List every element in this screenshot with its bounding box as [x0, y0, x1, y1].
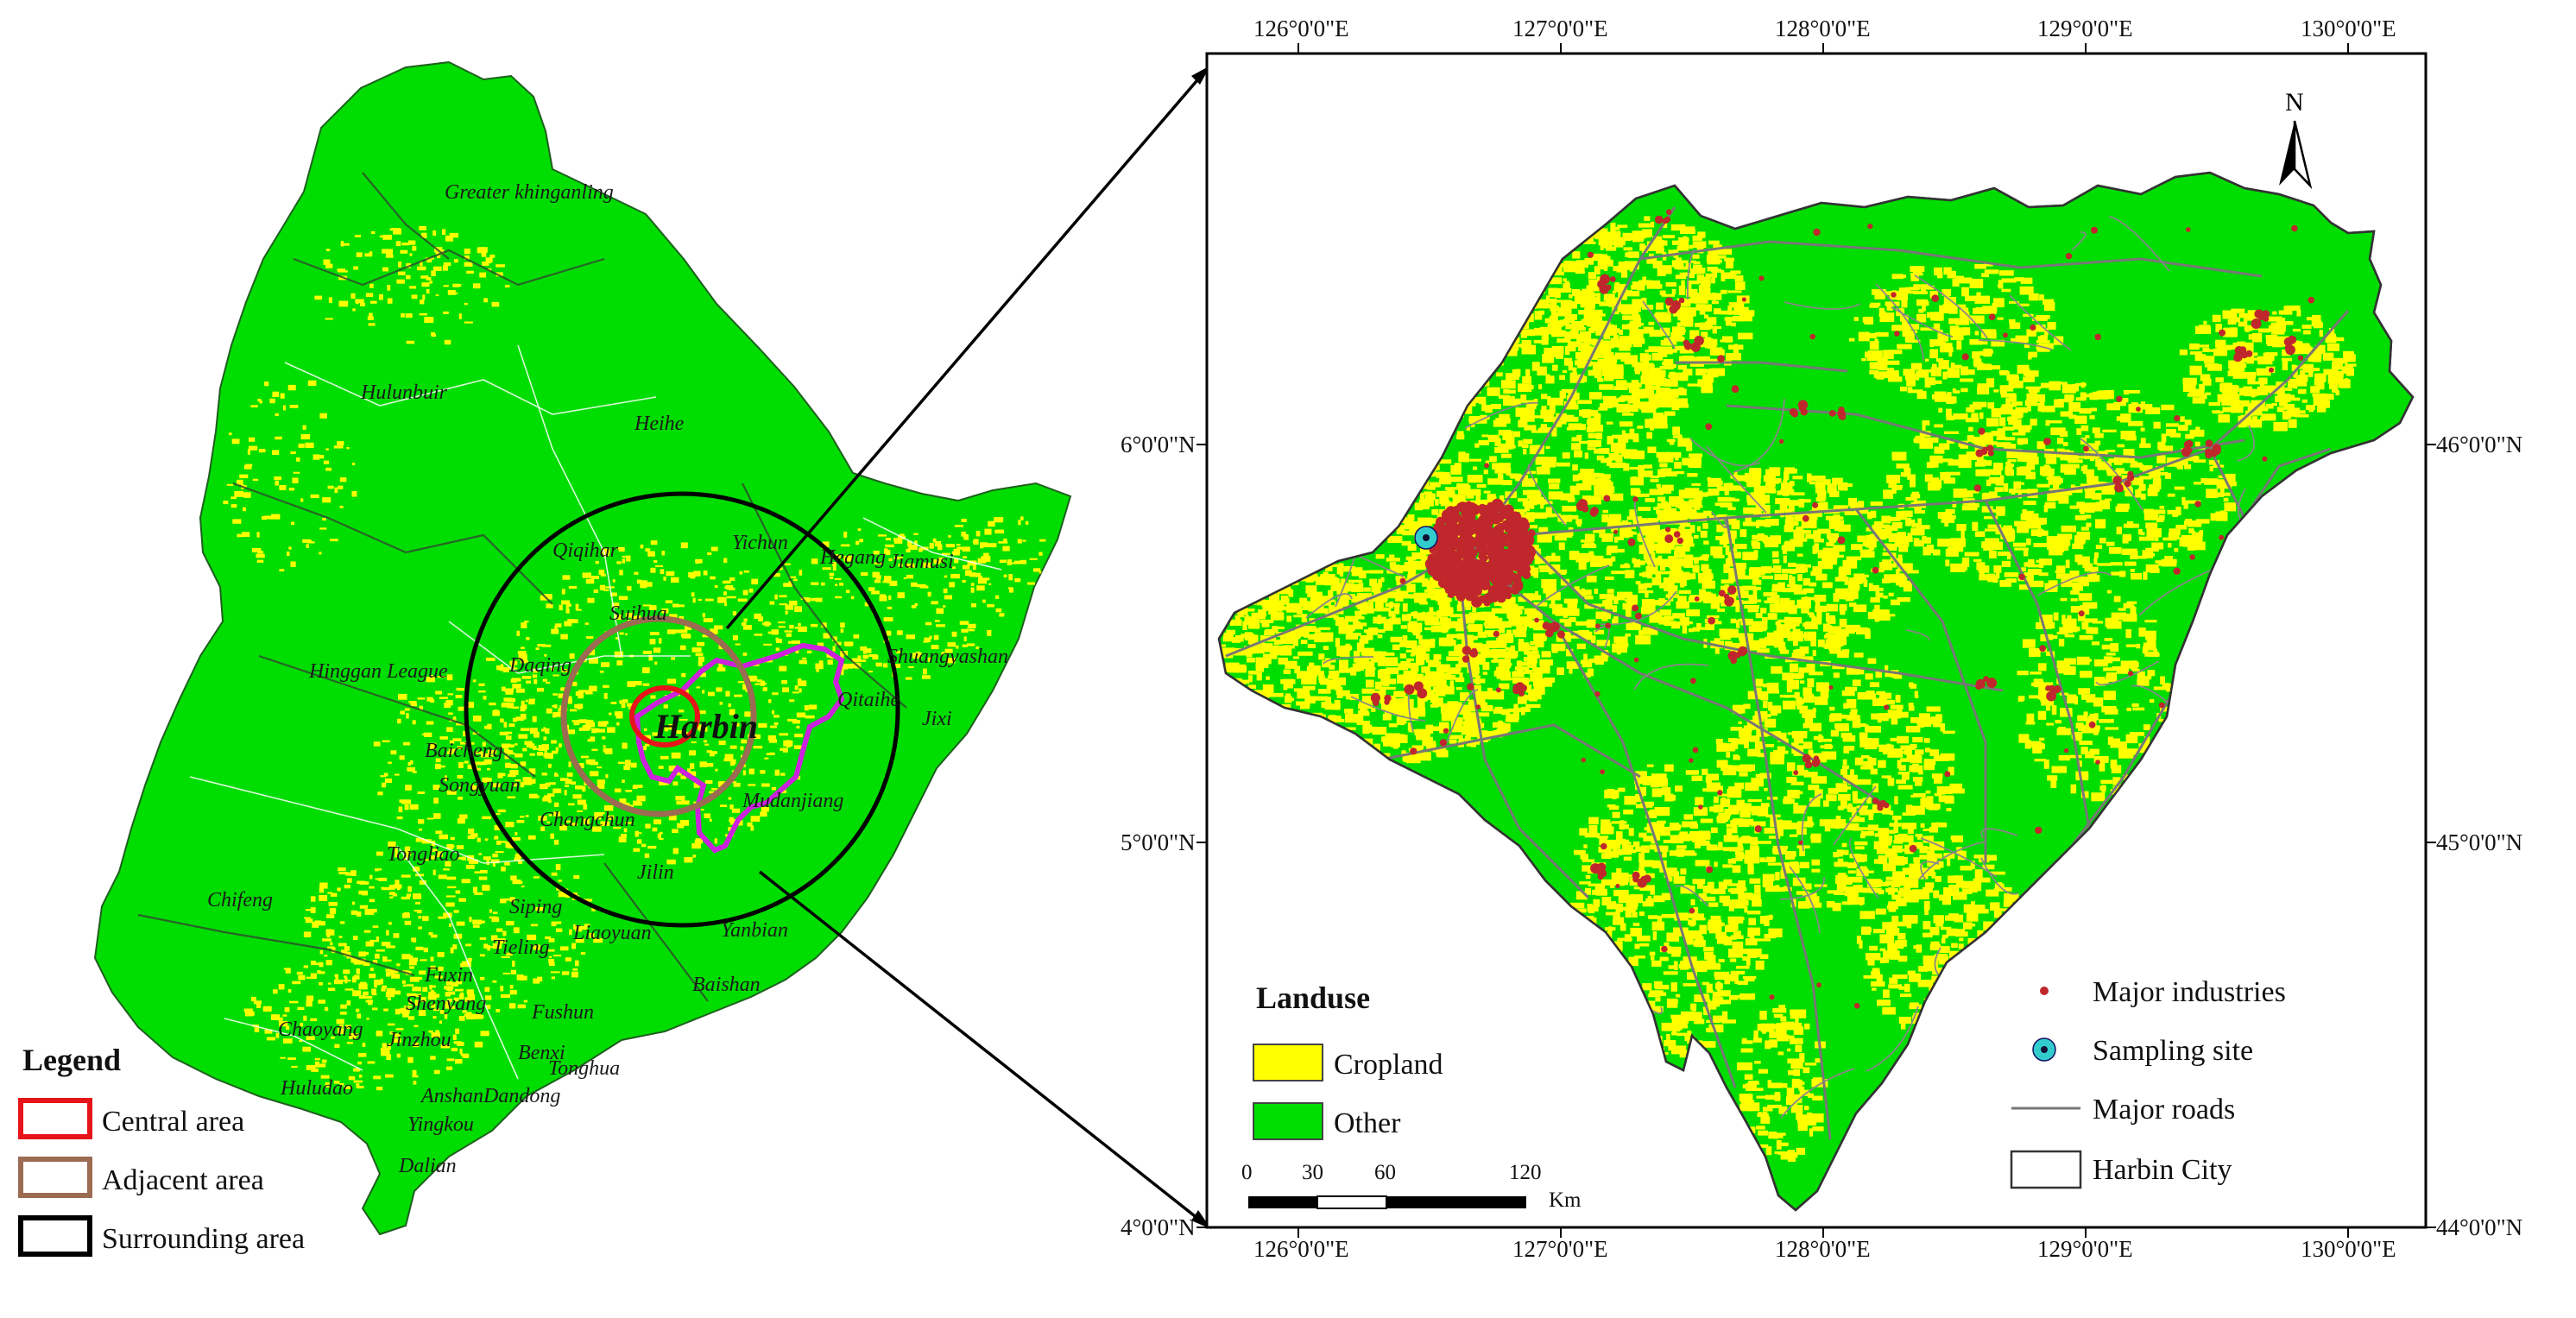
- left-coord-44: 4°0'0"N: [1121, 1214, 1196, 1240]
- legend-label-roads: Major roads: [2093, 1094, 2235, 1126]
- right-coord-44: 44°0'0"N: [2436, 1214, 2522, 1240]
- scale-tick-120: 120: [1509, 1161, 1542, 1184]
- place-label: Yanbian: [721, 919, 788, 942]
- top-coord-128: 128°0'0"E: [1775, 16, 1871, 41]
- place-label: Yichun: [732, 532, 788, 554]
- scale-segment-1: [1248, 1196, 1317, 1208]
- place-label: Heihe: [634, 413, 685, 435]
- scale-unit: Km: [1549, 1189, 1582, 1212]
- legend-swatch-surrounding: [21, 1218, 90, 1254]
- top-coord-129: 129°0'0"E: [2037, 16, 2133, 41]
- place-label: Hinggan League: [308, 660, 448, 683]
- place-label: Daqing: [508, 654, 571, 677]
- bottom-coordinate-labels: 126°0'0"E 127°0'0"E 128°0'0"E 129°0'0"E …: [1253, 1236, 2396, 1262]
- place-label: Siping: [509, 896, 562, 918]
- legend-label-adjacent: Adjacent area: [102, 1164, 264, 1196]
- place-label: Tonghua: [548, 1057, 620, 1080]
- left-coordinate-labels: 6°0'0"N 5°0'0"N 4°0'0"N: [1121, 432, 1196, 1240]
- right-coord-46: 46°0'0"N: [2436, 432, 2522, 457]
- scale-tick-30: 30: [1302, 1161, 1323, 1184]
- place-label: Dandong: [483, 1085, 560, 1107]
- legend-label-sampling: Sampling site: [2093, 1035, 2253, 1067]
- legend-symbol-industries: [2040, 987, 2049, 995]
- place-label: Qitaihe: [837, 689, 900, 711]
- place-label: Hegang: [819, 546, 886, 569]
- place-label: Jixi: [922, 708, 952, 730]
- legend-label-surrounding: Surrounding area: [102, 1223, 305, 1255]
- place-label: Anshan: [420, 1085, 483, 1107]
- left-legend-title: Legend: [22, 1043, 121, 1077]
- bottom-coord-129: 129°0'0"E: [2037, 1236, 2133, 1262]
- place-label: Suihua: [609, 602, 667, 625]
- top-coord-127: 127°0'0"E: [1512, 16, 1608, 41]
- place-label: Liaoyuan: [572, 922, 652, 944]
- place-label: Jinzhou: [387, 1029, 451, 1051]
- place-label: Baishan: [692, 974, 761, 996]
- left-coord-45: 5°0'0"N: [1121, 829, 1196, 855]
- place-label: Fushun: [531, 1001, 594, 1024]
- legend-swatch-cropland: [1253, 1044, 1323, 1081]
- scale-tick-0: 0: [1241, 1161, 1253, 1184]
- place-label: Huludao: [280, 1077, 353, 1100]
- place-label: Fuxin: [424, 964, 473, 987]
- landuse-legend-title: Landuse: [1256, 981, 1370, 1015]
- bottom-coord-130: 130°0'0"E: [2301, 1236, 2396, 1262]
- bottom-coord-127: 127°0'0"E: [1512, 1236, 1608, 1262]
- legend-label-cropland: Cropland: [1334, 1049, 1443, 1081]
- legend-swatch-adjacent: [21, 1159, 90, 1195]
- top-coordinate-labels: 126°0'0"E 127°0'0"E 128°0'0"E 129°0'0"E …: [1253, 16, 2396, 41]
- legend-swatch-central: [21, 1100, 90, 1137]
- place-label: Greater khinganling: [445, 181, 614, 204]
- place-label: Chifeng: [207, 889, 273, 911]
- scale-segment-3: [1386, 1196, 1526, 1208]
- scale-tick-60: 60: [1374, 1161, 1396, 1184]
- place-label: Mudanjiang: [742, 790, 843, 812]
- north-label: N: [2285, 88, 2304, 117]
- sampling-site-marker: [1415, 527, 1437, 549]
- place-label: Tieling: [492, 936, 550, 959]
- legend-swatch-other: [1253, 1103, 1323, 1139]
- place-label: Shuangyashan: [887, 646, 1008, 668]
- place-label: Changchun: [540, 809, 635, 831]
- place-label: Baicheng: [425, 740, 503, 762]
- top-coord-126: 126°0'0"E: [1253, 16, 1349, 41]
- place-label: Jilin: [637, 861, 674, 884]
- place-label: Tongliao: [387, 843, 459, 866]
- connector-line-bottom: [760, 872, 1207, 1226]
- place-label: Shenyang: [406, 993, 486, 1015]
- harbin-label: Harbin: [653, 707, 758, 746]
- place-label: Qiqihar: [552, 539, 619, 562]
- place-label: Dalian: [398, 1155, 457, 1177]
- overview-map: Greater khinganling Hulunbuir Heihe Qiqihar…: [95, 62, 1070, 1234]
- legend-label-other: Other: [1334, 1107, 1401, 1139]
- right-coord-45: 45°0'0"N: [2436, 829, 2522, 855]
- place-label: Songyuan: [439, 774, 521, 797]
- legend-label-harbin-city: Harbin City: [2093, 1154, 2232, 1186]
- legend-label-industries: Major industries: [2093, 976, 2286, 1008]
- place-label: Hulunbuir: [360, 382, 448, 404]
- top-coord-130: 130°0'0"E: [2301, 16, 2396, 41]
- legend-label-central: Central area: [102, 1106, 244, 1138]
- scale-segment-2: [1317, 1196, 1386, 1208]
- detail-map: N 126°0'0"E 127°0'0"E 128°0'0"E 129°0'0"…: [1121, 16, 2522, 1262]
- right-coordinate-labels: 46°0'0"N 45°0'0"N 44°0'0"N: [2436, 432, 2522, 1240]
- bottom-coord-128: 128°0'0"E: [1775, 1236, 1871, 1262]
- place-label: Jiamusi: [889, 551, 954, 573]
- left-coord-46: 6°0'0"N: [1121, 432, 1196, 457]
- legend-symbol-sampling-dot: [2041, 1046, 2048, 1053]
- place-label: Chaoyang: [278, 1018, 363, 1041]
- bottom-coord-126: 126°0'0"E: [1253, 1236, 1349, 1262]
- place-label: Yingkou: [407, 1113, 474, 1136]
